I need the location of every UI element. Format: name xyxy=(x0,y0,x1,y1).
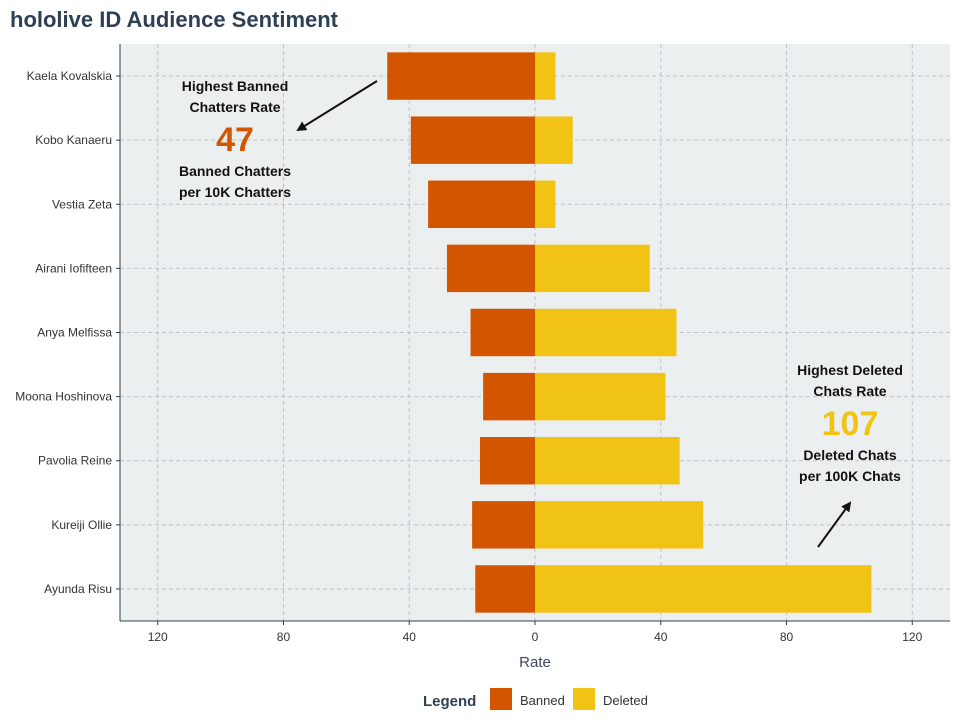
legend-swatch-deleted xyxy=(573,688,595,710)
bar-banned-anya-melfissa xyxy=(470,308,535,357)
bar-banned-airani-iofifteen xyxy=(446,244,535,293)
bar-deleted-kureiji-ollie xyxy=(535,501,704,549)
chart-title: hololive ID Audience Sentiment xyxy=(10,7,339,32)
legend-label-deleted: Deleted xyxy=(603,693,648,708)
bar-banned-ayunda-risu xyxy=(475,565,535,613)
annotation-banned-value: 47 xyxy=(216,121,254,159)
annotation-banned-heading-1: Highest Banned xyxy=(182,78,289,94)
x-tick-label-3: 0 xyxy=(532,630,539,644)
legend-swatch-banned xyxy=(490,688,512,710)
annotation-deleted-caption-2: per 100K Chats xyxy=(799,468,901,484)
annotation-deleted-arrow xyxy=(817,501,852,548)
legend-label-banned: Banned xyxy=(520,693,565,708)
annotation-deleted-heading-2: Chats Rate xyxy=(813,383,886,399)
x-tick-label-1: 80 xyxy=(277,630,291,644)
bar-banned-kureiji-ollie xyxy=(472,501,535,549)
bar-deleted-ayunda-risu xyxy=(535,565,872,613)
bar-banned-kobo-kanaeru xyxy=(410,116,535,164)
bar-banned-moona-hoshinova xyxy=(483,372,535,421)
annotation-banned-heading-2: Chatters Rate xyxy=(189,99,280,115)
x-tick-label-2: 40 xyxy=(403,630,417,644)
annotation-deleted-value: 107 xyxy=(822,405,879,443)
annotation-deleted-heading-1: Highest Deleted xyxy=(797,362,903,378)
annotation-banned: Highest Banned Chatters Rate 47 Banned C… xyxy=(179,78,378,200)
legend: Legend Banned Deleted xyxy=(423,688,648,710)
bar-deleted-pavolia-reine xyxy=(535,437,680,485)
y-tick-label-anya-melfissa: Anya Melfissa xyxy=(37,326,112,340)
bar-deleted-kaela-kovalskia xyxy=(535,52,556,100)
bar-deleted-airani-iofifteen xyxy=(535,244,650,293)
x-tick-label-4: 40 xyxy=(654,630,668,644)
y-tick-label-pavolia-reine: Pavolia Reine xyxy=(38,454,112,468)
y-tick-label-kureiji-ollie: Kureiji Ollie xyxy=(51,518,112,532)
bar-banned-pavolia-reine xyxy=(479,437,535,485)
bar-banned-vestia-zeta xyxy=(428,180,535,228)
bar-deleted-anya-melfissa xyxy=(535,308,677,357)
bar-deleted-kobo-kanaeru xyxy=(535,116,573,164)
y-tick-labels: Kaela Kovalskia Kobo Kanaeru Vestia Zeta Ai… xyxy=(15,69,120,596)
y-tick-label-vestia-zeta: Vestia Zeta xyxy=(52,197,112,211)
x-tick-label-6: 120 xyxy=(902,630,922,644)
x-tick-labels: 120 80 40 0 40 80 120 xyxy=(148,621,923,644)
annotation-banned-caption-2: per 10K Chatters xyxy=(179,184,291,200)
x-tick-label-0: 120 xyxy=(148,630,168,644)
annotation-deleted: Highest Deleted Chats Rate 107 Deleted C… xyxy=(797,362,903,548)
y-tick-label-ayunda-risu: Ayunda Risu xyxy=(44,582,112,596)
legend-title: Legend xyxy=(423,693,476,710)
annotation-banned-arrow xyxy=(296,80,378,132)
y-tick-label-kaela-kovalskia: Kaela Kovalskia xyxy=(27,69,113,83)
bar-deleted-moona-hoshinova xyxy=(535,372,666,421)
y-tick-label-airani-iofifteen: Airani Iofifteen xyxy=(35,261,112,275)
x-tick-label-5: 80 xyxy=(780,630,794,644)
annotation-banned-caption-1: Banned Chatters xyxy=(179,163,291,179)
x-axis-label: Rate xyxy=(519,654,551,671)
bar-banned-kaela-kovalskia xyxy=(387,52,535,100)
bar-deleted-vestia-zeta xyxy=(535,180,556,228)
annotation-deleted-caption-1: Deleted Chats xyxy=(803,447,897,463)
bars xyxy=(387,52,872,613)
y-tick-label-kobo-kanaeru: Kobo Kanaeru xyxy=(35,133,112,147)
y-tick-label-moona-hoshinova: Moona Hoshinova xyxy=(15,390,112,404)
